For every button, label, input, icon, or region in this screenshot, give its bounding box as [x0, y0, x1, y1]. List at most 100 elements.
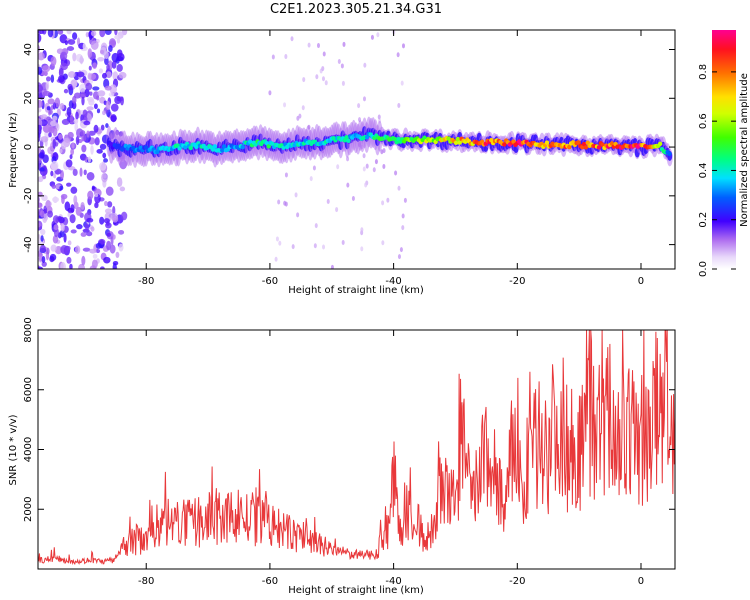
heatmap-noise-cell: [38, 124, 43, 132]
heatmap-noise-cell: [91, 185, 95, 190]
heatmap-noise-cell: [115, 251, 120, 258]
heatmap-noise-cell: [397, 103, 401, 109]
heatmap-noise-cell: [80, 130, 86, 137]
heatmap-noise-cell: [50, 74, 55, 83]
heatmap-noise-cell: [53, 224, 59, 231]
heatmap-noise-cell: [74, 122, 79, 132]
heatmap-noise-cell: [381, 240, 385, 246]
heatmap-noise-cell: [64, 40, 68, 46]
heatmap-noise-cell: [57, 30, 64, 35]
heatmap-noise-cell: [294, 192, 298, 198]
heatmap-noise-cell: [38, 99, 43, 108]
heatmap-noise-cell: [43, 205, 48, 214]
heatmap-noise-cell: [76, 224, 83, 230]
heatmap-noise-cell: [88, 130, 96, 136]
heatmap-noise-cell: [83, 120, 91, 126]
heatmap-noise-cell: [66, 30, 72, 35]
heatmap-noise-cell: [100, 42, 108, 52]
heatmap-noise-cell: [324, 80, 328, 86]
heatmap-noise-cell: [268, 90, 272, 96]
heatmap-noise-cell: [283, 102, 287, 108]
heatmap-ridge-core: [266, 144, 271, 149]
heatmap-noise-cell: [81, 96, 85, 106]
heatmap-noise-cell: [75, 206, 82, 216]
heatmap-noise-cell: [85, 82, 93, 91]
heatmap-noise-cell: [38, 132, 41, 139]
heatmap-ylabel: Frequency (Hz): [8, 112, 19, 188]
heatmap-noise-cell: [93, 103, 98, 110]
heatmap-noise-cell: [107, 201, 113, 208]
heatmap-noise-cell: [40, 228, 46, 236]
heatmap-y-tick-label: -40: [23, 236, 34, 252]
heatmap-noise-cell: [59, 185, 64, 191]
heatmap-noise-cell: [43, 212, 49, 221]
heatmap-noise-cell: [99, 266, 105, 269]
heatmap-ridge-core: [344, 135, 349, 140]
heatmap-noise-cell: [87, 72, 92, 80]
heatmap-noise-cell: [45, 81, 50, 91]
heatmap-noise-cell: [106, 232, 112, 237]
heatmap-noise-cell: [52, 102, 57, 110]
heatmap-noise-cell: [283, 200, 287, 206]
heatmap-noise-cell: [362, 166, 366, 172]
heatmap-noise-cell: [50, 244, 57, 252]
heatmap-noise-cell: [53, 173, 57, 179]
heatmap-noise-cell: [51, 184, 57, 189]
heatmap-noise-cell: [66, 46, 75, 52]
heatmap-noise-cell: [394, 170, 398, 176]
heatmap-x-tick-label: -40: [385, 276, 401, 287]
snr-y-tick-label: 4000: [23, 437, 34, 462]
heatmap-noise-cell: [103, 218, 110, 224]
heatmap-noise-cell: [85, 31, 89, 38]
heatmap-noise-cell: [365, 163, 369, 169]
heatmap-ridge-core: [544, 140, 550, 145]
heatmap-noise-cell: [50, 120, 57, 127]
heatmap-noise-cell: [100, 124, 105, 131]
heatmap-noise-cell: [401, 225, 405, 231]
heatmap-noise-cell: [315, 74, 319, 80]
heatmap-noise-cell: [38, 176, 44, 183]
heatmap-noise-cell: [118, 71, 127, 79]
heatmap-noise-cell: [116, 49, 123, 57]
heatmap-noise-cell: [91, 259, 98, 269]
heatmap-ridge-core: [220, 148, 225, 153]
heatmap-noise-cell: [90, 145, 94, 155]
heatmap-noise-cell: [41, 256, 46, 264]
heatmap-noise-cell: [94, 202, 99, 209]
heatmap-noise-cell: [80, 232, 87, 237]
heatmap-noise-cell: [39, 210, 45, 218]
heatmap-ridge-core: [212, 144, 218, 149]
heatmap-noise-cell: [61, 195, 65, 204]
heatmap-noise-cell: [401, 213, 405, 219]
heatmap-noise-cell: [96, 148, 103, 154]
heatmap-ridge-core: [346, 138, 351, 144]
heatmap-ridge-core: [144, 145, 149, 150]
heatmap-noise-cell: [89, 248, 97, 254]
heatmap-noise-cell: [346, 156, 350, 162]
heatmap-noise-cell: [399, 247, 403, 253]
heatmap-ridge-core: [247, 139, 253, 144]
heatmap-noise-cell: [60, 223, 65, 232]
snr-plot-area: [38, 330, 675, 566]
heatmap-noise-cell: [116, 64, 123, 72]
heatmap-noise-cell: [59, 51, 68, 60]
heatmap-noise-cell: [108, 45, 113, 52]
heatmap-noise-cell: [110, 103, 119, 112]
heatmap-ridge-core: [457, 140, 462, 145]
heatmap-noise-cell: [67, 39, 76, 45]
heatmap-noise-cell: [97, 90, 106, 97]
heatmap-noise-cell: [66, 182, 72, 187]
heatmap-noise-cell: [61, 141, 67, 150]
heatmap-noise-cell: [104, 208, 113, 214]
heatmap-noise-cell: [47, 98, 55, 105]
heatmap-noise-cell: [59, 230, 65, 238]
heatmap-noise-cell: [80, 201, 85, 210]
heatmap-noise-cell: [284, 172, 288, 178]
heatmap-noise-cell: [105, 100, 111, 111]
heatmap-noise-cell: [69, 154, 73, 160]
heatmap-noise-cell: [330, 264, 334, 269]
heatmap-noise-cell: [45, 199, 51, 209]
heatmap-noise-cell: [52, 234, 59, 244]
heatmap-frame: [37, 29, 676, 270]
heatmap-noise-cell: [396, 52, 400, 58]
